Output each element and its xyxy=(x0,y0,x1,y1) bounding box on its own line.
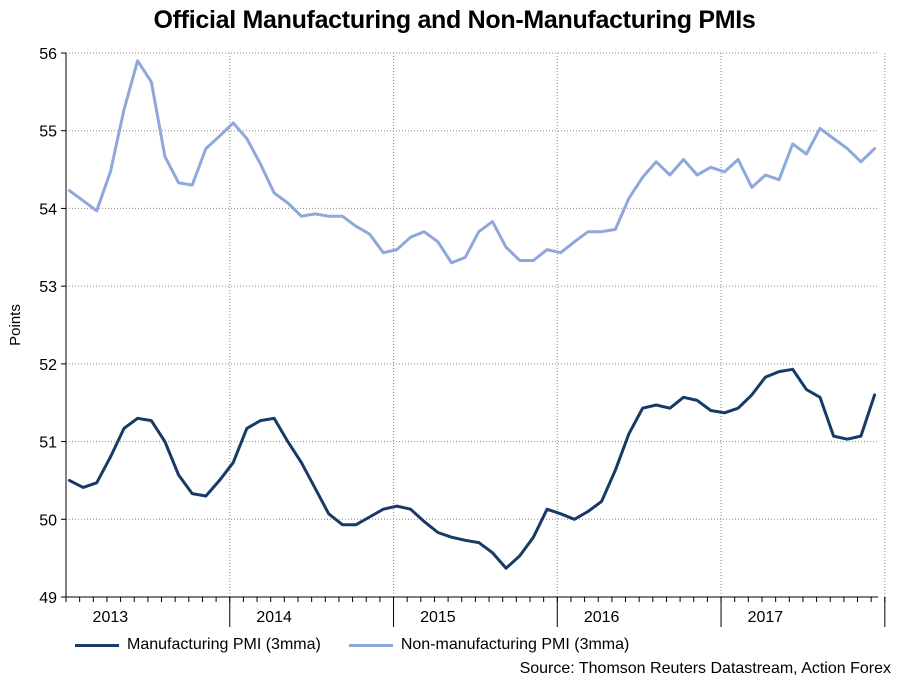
x-tick-label: 2017 xyxy=(748,609,784,626)
legend-label-manufacturing: Manufacturing PMI (3mma) xyxy=(127,636,321,653)
y-tick-label: 53 xyxy=(39,279,57,296)
legend-item-non-manufacturing: Non-manufacturing PMI (3mma) xyxy=(348,636,630,654)
source-note: Source: Thomson Reuters Datastream, Acti… xyxy=(519,660,891,677)
x-tick-label: 2014 xyxy=(256,609,292,626)
y-tick-label: 49 xyxy=(39,590,57,607)
y-axis-label: Points xyxy=(7,304,24,346)
x-tick-label: 2015 xyxy=(420,609,456,626)
legend-swatch-non-manufacturing xyxy=(348,643,393,647)
chart-title: Official Manufacturing and Non-Manufactu… xyxy=(153,6,756,34)
y-tick-label: 50 xyxy=(39,512,57,529)
y-tick-label: 52 xyxy=(39,357,57,374)
series-layer xyxy=(67,59,877,570)
x-tick-label: 2016 xyxy=(584,609,620,626)
series-line-non-manufacturing xyxy=(67,59,877,265)
series-line-manufacturing xyxy=(67,367,877,570)
y-tick-label: 54 xyxy=(39,201,57,218)
axis-layer: 4950515253545556201320142015201620172018 xyxy=(39,46,886,627)
legend-label-non-manufacturing: Non-manufacturing PMI (3mma) xyxy=(400,636,630,653)
y-tick-label: 51 xyxy=(39,435,57,452)
legend-item-manufacturing: Manufacturing PMI (3mma) xyxy=(75,636,321,654)
legend-swatch-manufacturing xyxy=(75,643,119,647)
y-tick-label: 56 xyxy=(39,46,57,63)
grid-layer xyxy=(66,52,886,597)
y-tick-label: 55 xyxy=(39,124,57,141)
x-tick-label: 2013 xyxy=(93,609,129,626)
legend: Manufacturing PMI (3mma) Non-manufacturi… xyxy=(75,634,657,656)
